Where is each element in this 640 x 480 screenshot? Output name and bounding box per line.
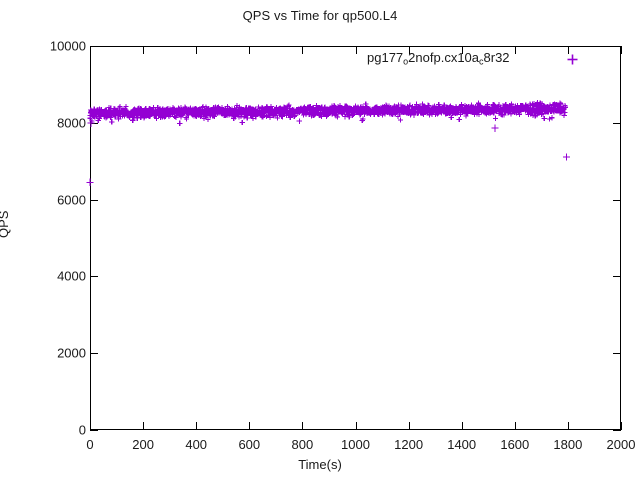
x-tick-mark-top — [302, 46, 304, 54]
x-tick-mark — [408, 422, 410, 430]
x-tick-label: 1200 — [394, 437, 424, 452]
y-tick-mark-right — [613, 430, 621, 431]
x-tick-mark-top — [621, 46, 622, 54]
x-tick-label: 1000 — [341, 437, 370, 452]
y-tick-label: 10000 — [49, 38, 86, 54]
y-tick-mark-right — [613, 122, 621, 124]
x-tick-mark-top — [249, 46, 251, 54]
x-tick-mark-top — [567, 46, 569, 54]
x-tick-mark — [196, 422, 198, 430]
legend: pg177o2nofp.cx10ac8r32 — [367, 50, 510, 66]
y-tick-mark — [90, 122, 98, 124]
x-tick-label: 200 — [132, 437, 154, 452]
x-tick-label: 1600 — [500, 437, 530, 452]
x-tick-mark — [567, 422, 569, 430]
x-tick-mark-top — [514, 46, 516, 54]
x-tick-label: 600 — [238, 437, 261, 452]
x-tick-mark — [514, 422, 516, 430]
y-tick-mark-right — [613, 276, 621, 278]
y-tick-mark — [90, 353, 98, 355]
x-tick-mark — [302, 422, 304, 430]
y-tick-mark — [90, 430, 98, 431]
x-tick-mark — [355, 422, 357, 430]
y-tick-mark-right — [613, 199, 621, 201]
x-tick-label: 400 — [185, 437, 208, 452]
legend-marker-plus-icon — [567, 54, 578, 65]
x-axis-label: Time(s) — [298, 457, 342, 472]
y-tick-mark — [90, 46, 98, 47]
y-axis-label: QPS — [0, 210, 11, 238]
legend-entry-label: pg177o2nofp.cx10ac8r32 — [367, 50, 510, 67]
y-tick-label: 0 — [78, 422, 86, 438]
x-tick-mark-top — [143, 46, 145, 54]
x-tick-label: 0 — [86, 437, 94, 452]
x-tick-label: 1800 — [553, 437, 583, 452]
plot-area-frame — [90, 46, 621, 430]
x-tick-mark — [249, 422, 251, 430]
x-tick-label: 800 — [291, 437, 314, 452]
y-tick-label: 6000 — [57, 192, 86, 208]
x-tick-mark — [461, 422, 463, 430]
y-tick-mark — [90, 199, 98, 201]
x-tick-label: 1400 — [447, 437, 477, 452]
y-tick-mark-right — [613, 46, 621, 47]
x-tick-mark-top — [408, 46, 410, 54]
x-tick-mark-top — [90, 46, 91, 54]
x-tick-mark-top — [461, 46, 463, 54]
y-tick-mark — [90, 276, 98, 278]
y-tick-label: 2000 — [57, 345, 86, 361]
x-tick-label: 2000 — [606, 437, 636, 452]
y-tick-label: 8000 — [57, 115, 86, 131]
x-tick-mark — [621, 422, 622, 430]
y-tick-mark-right — [613, 353, 621, 355]
chart-title: QPS vs Time for qp500.L4 — [242, 8, 398, 23]
x-tick-mark — [90, 422, 91, 430]
x-tick-mark-top — [196, 46, 198, 54]
x-tick-mark — [143, 422, 145, 430]
x-tick-mark-top — [355, 46, 357, 54]
y-tick-label: 4000 — [57, 268, 86, 284]
